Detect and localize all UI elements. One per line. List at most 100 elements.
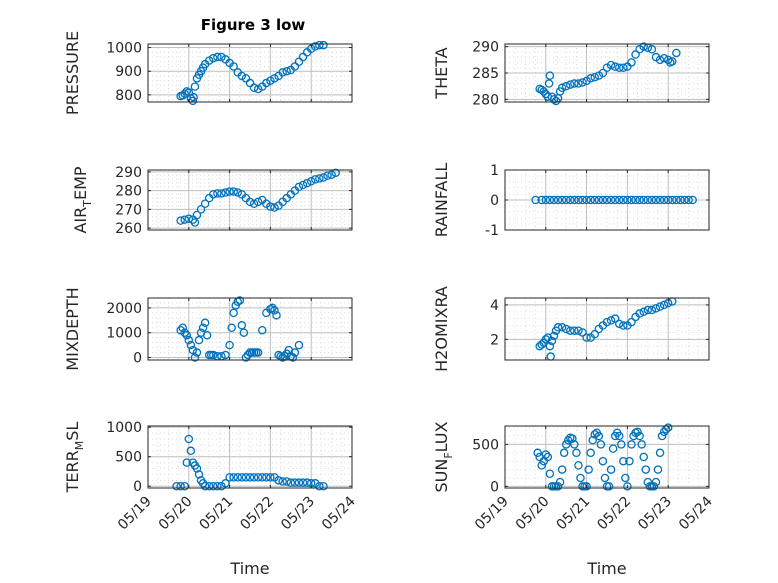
data-point [294,478,304,487]
y-axis-label: THETA [432,47,451,99]
data-point [684,195,693,205]
data-point [659,53,669,63]
data-point [178,323,187,333]
y-tick-label: 1 [490,163,499,179]
data-point [643,305,653,315]
data-point [586,448,595,458]
figure-title: Figure 3 low [201,16,306,34]
data-point [635,309,644,318]
data-point [561,324,571,334]
panel-4: -1 0 1 RAINFALL [432,163,710,239]
data-point [557,323,567,332]
x-tick-label: 05/22 [594,494,634,534]
data-point [298,180,308,190]
y-tick-label: 4 [490,298,499,314]
data-point [590,72,600,82]
data-point [323,171,332,180]
data-point [213,481,222,491]
data-point [544,79,554,88]
data-point [270,306,279,315]
series-points [176,40,328,106]
data-point [533,448,542,458]
panel-2: 280 285 290 THETA [432,40,710,108]
x-tick-label: 05/23 [278,494,318,534]
x-tick-label: 05/22 [237,494,277,534]
data-point [180,215,189,224]
data-point [590,195,600,205]
data-point [574,461,583,470]
data-point [614,195,624,205]
data-point [196,205,206,214]
x-tick-label: 05/21 [554,494,594,534]
data-point [272,311,281,320]
y-tick-label: 280 [115,184,142,200]
data-point [553,482,563,491]
y-tick-label: 2 [490,332,499,348]
data-point [584,465,593,474]
data-point [233,188,243,197]
data-point [204,481,214,491]
y-tick-label: 270 [115,202,142,218]
data-point [227,323,236,333]
data-point [253,473,263,482]
data-point [614,431,624,441]
y-tick-label: 280 [472,92,499,108]
data-point [668,57,677,66]
data-point [604,482,614,491]
data-point [643,195,653,205]
data-point [253,348,263,357]
data-point [545,195,555,205]
axes-frame [147,169,353,231]
data-point [262,78,271,88]
data-point [566,326,575,335]
x-tick-label: 05/20 [513,494,553,534]
data-point [209,190,218,199]
data-point [631,50,640,59]
data-point [286,478,296,487]
data-point [623,195,632,205]
data-point [655,302,665,311]
data-point [537,461,546,470]
axes-frame [504,297,710,361]
data-point [217,189,226,198]
data-point [574,79,583,88]
data-point [194,335,204,345]
data-point [549,331,559,341]
data-point [209,53,218,63]
data-point [617,440,626,449]
data-point [655,195,665,205]
data-point [266,202,275,211]
data-point [253,84,263,94]
data-point [598,68,608,78]
data-point [315,40,324,50]
data-point [566,80,575,89]
data-point [602,195,612,205]
data-point [249,199,259,208]
axes-frame [504,425,710,489]
data-point [570,326,579,335]
data-point [235,296,245,305]
data-point [578,78,587,87]
data-point [225,187,234,196]
data-point [319,173,328,182]
y-tick-label: -1 [485,223,499,239]
x-axis-label: Time [586,559,626,578]
y-axis-label: H2OMIXRA [432,286,451,372]
data-point [651,195,661,205]
data-point [547,336,557,346]
data-point [578,195,587,205]
data-point [559,448,569,458]
data-point [241,473,251,482]
data-point [200,318,210,328]
data-point [221,479,230,488]
data-point [608,444,618,453]
data-point [572,448,581,458]
data-point [327,170,336,179]
x-tick-label: 05/21 [197,494,237,534]
data-point [190,82,200,91]
data-point [582,195,591,205]
panel-6: 2 4 H2OMIXRA [432,286,710,372]
data-point [217,52,226,62]
x-tick-label: 05/23 [635,494,675,534]
data-point [555,477,565,487]
